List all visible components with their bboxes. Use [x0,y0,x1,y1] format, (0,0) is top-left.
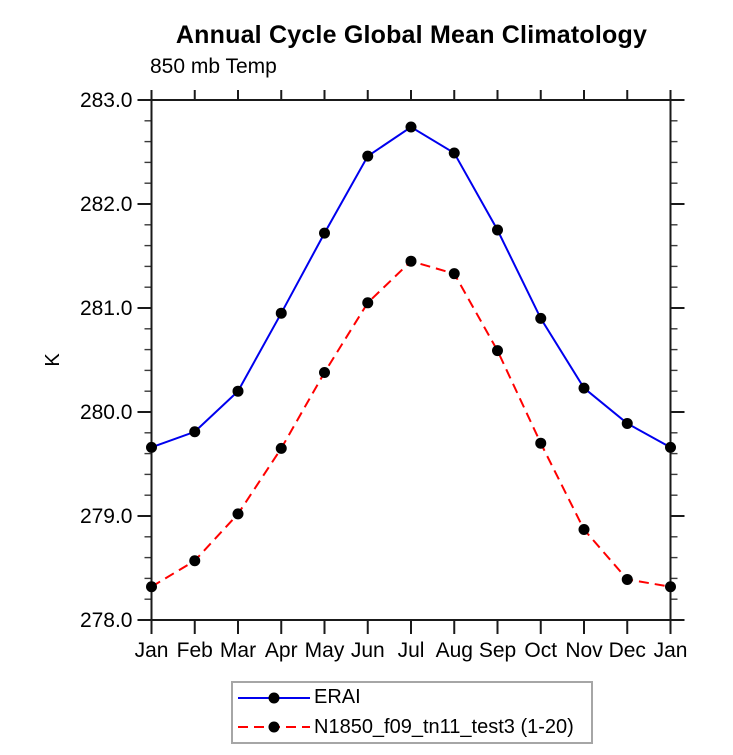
data-point-marker [621,417,633,429]
x-tick-label: Mar [220,639,256,662]
x-tick-label: Jan [135,639,169,662]
chart-title: Annual Cycle Global Mean Climatology [175,21,648,49]
data-point-marker [448,268,460,280]
data-point-marker [362,297,374,309]
data-point-marker [535,437,547,449]
x-tick-label: Apr [265,639,298,662]
x-tick-label: Jun [351,639,385,662]
series-line-0 [151,125,671,449]
data-point-marker [319,227,330,239]
data-point-marker [189,426,201,438]
data-point-marker [448,147,460,159]
data-point-marker [665,581,676,593]
x-tick-label: Sep [479,639,516,662]
y-tick-label: 279.0 [80,505,133,528]
data-point-marker [232,508,244,520]
data-point-marker [405,121,417,133]
data-point-marker [578,382,590,394]
data-point-marker [275,307,287,319]
x-tick-label: Nov [565,639,603,662]
data-point-marker [492,224,503,236]
data-point-marker [146,581,157,593]
legend-label-n1850: N1850_f09_tn11_test3 (1-20) [314,715,574,738]
y-tick-label: 278.0 [80,609,133,632]
data-point-marker [232,385,244,397]
data-point-marker [319,366,330,378]
legend-entry-erai: ERAI [235,683,591,713]
data-point-marker [492,345,503,357]
chart-subtitle: 850 mb Temp [150,55,277,78]
x-tick-label: May [305,639,345,662]
y-tick-label: 280.0 [80,401,133,424]
legend-line-sample-erai [238,692,310,704]
data-point-marker [405,255,417,267]
series-line-1 [150,260,671,588]
x-tick-label: Feb [177,639,213,662]
x-tick-label: Aug [436,639,473,662]
x-tick-label: Jan [654,639,688,662]
legend-label-erai: ERAI [314,686,361,709]
data-point-marker [665,441,676,453]
data-point-marker [578,524,590,536]
x-tick-label: Oct [524,639,557,662]
x-tick-label: Dec [609,639,646,662]
x-tick-label: Jul [398,639,425,662]
data-point-marker [362,150,374,162]
y-tick-label: 283.0 [80,89,133,112]
legend: ERAI N1850_f09_tn11_test3 (1-20) [231,681,593,744]
y-tick-label: 281.0 [80,297,133,320]
plot-frame [150,99,672,621]
legend-line-sample-n1850 [238,721,310,733]
data-point-marker [535,312,547,324]
data-point-marker [621,573,633,585]
data-point-marker [275,442,287,454]
data-point-marker [146,441,157,453]
legend-entry-n1850: N1850_f09_tn11_test3 (1-20) [235,713,591,743]
data-point-marker [189,555,201,567]
y-tick-label: 282.0 [80,193,133,216]
